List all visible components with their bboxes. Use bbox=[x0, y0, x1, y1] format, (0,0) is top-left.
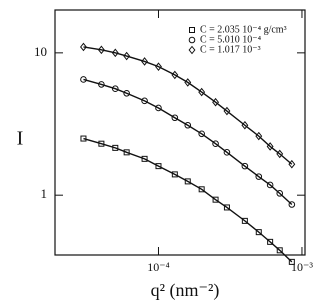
point bbox=[255, 173, 263, 180]
point bbox=[266, 142, 274, 151]
point bbox=[184, 178, 191, 185]
fit-line bbox=[83, 46, 293, 165]
point bbox=[112, 144, 119, 151]
y-tick-label: 10 bbox=[34, 44, 47, 59]
x-tick-label: 10⁻³ bbox=[291, 260, 313, 274]
point bbox=[155, 62, 162, 71]
point bbox=[80, 76, 87, 83]
point bbox=[198, 130, 205, 138]
point bbox=[223, 149, 231, 156]
point bbox=[223, 106, 231, 116]
point bbox=[97, 45, 105, 55]
legend-marker bbox=[188, 36, 196, 44]
point bbox=[255, 131, 263, 141]
point bbox=[98, 140, 105, 147]
point bbox=[184, 78, 192, 87]
fit-line bbox=[83, 78, 293, 206]
legend-marker bbox=[189, 27, 195, 33]
point bbox=[266, 181, 274, 189]
x-axis-label: q² (nm⁻²) bbox=[151, 280, 220, 301]
point bbox=[111, 85, 119, 92]
point bbox=[276, 149, 284, 159]
point bbox=[255, 229, 262, 236]
point bbox=[123, 149, 130, 156]
legend-label: C = 5.010 10⁻⁴ bbox=[200, 34, 262, 45]
point bbox=[141, 155, 148, 162]
point bbox=[198, 87, 206, 97]
point bbox=[276, 190, 284, 197]
point bbox=[288, 159, 296, 169]
legend-marker bbox=[188, 45, 196, 55]
point bbox=[155, 104, 162, 112]
point bbox=[155, 163, 162, 170]
point bbox=[184, 121, 192, 129]
point bbox=[141, 57, 149, 66]
point bbox=[241, 120, 249, 130]
point bbox=[141, 97, 148, 105]
point bbox=[241, 162, 249, 170]
legend-label: C = 1.017 10⁻³ bbox=[200, 44, 261, 55]
point bbox=[212, 140, 219, 147]
x-tick-label: 10⁻⁴ bbox=[147, 260, 170, 274]
point bbox=[198, 186, 205, 193]
fit-line bbox=[83, 137, 293, 263]
point bbox=[212, 196, 219, 203]
point bbox=[98, 81, 105, 88]
point bbox=[111, 48, 119, 58]
y-tick-label: 1 bbox=[41, 186, 48, 201]
point bbox=[241, 217, 248, 224]
point bbox=[171, 114, 179, 122]
point bbox=[288, 201, 296, 208]
point bbox=[288, 258, 295, 265]
point bbox=[223, 204, 230, 211]
point bbox=[171, 70, 179, 80]
plot-frame bbox=[54, 9, 306, 256]
point bbox=[276, 247, 283, 254]
point bbox=[212, 97, 220, 107]
point bbox=[80, 135, 87, 142]
legend-label: C = 2.035 10⁻⁴ g/cm³ bbox=[200, 24, 287, 35]
y-axis-label: I bbox=[17, 128, 24, 150]
point bbox=[80, 42, 87, 52]
point bbox=[171, 171, 178, 178]
point bbox=[123, 89, 130, 97]
point bbox=[123, 51, 131, 61]
point bbox=[267, 238, 274, 245]
